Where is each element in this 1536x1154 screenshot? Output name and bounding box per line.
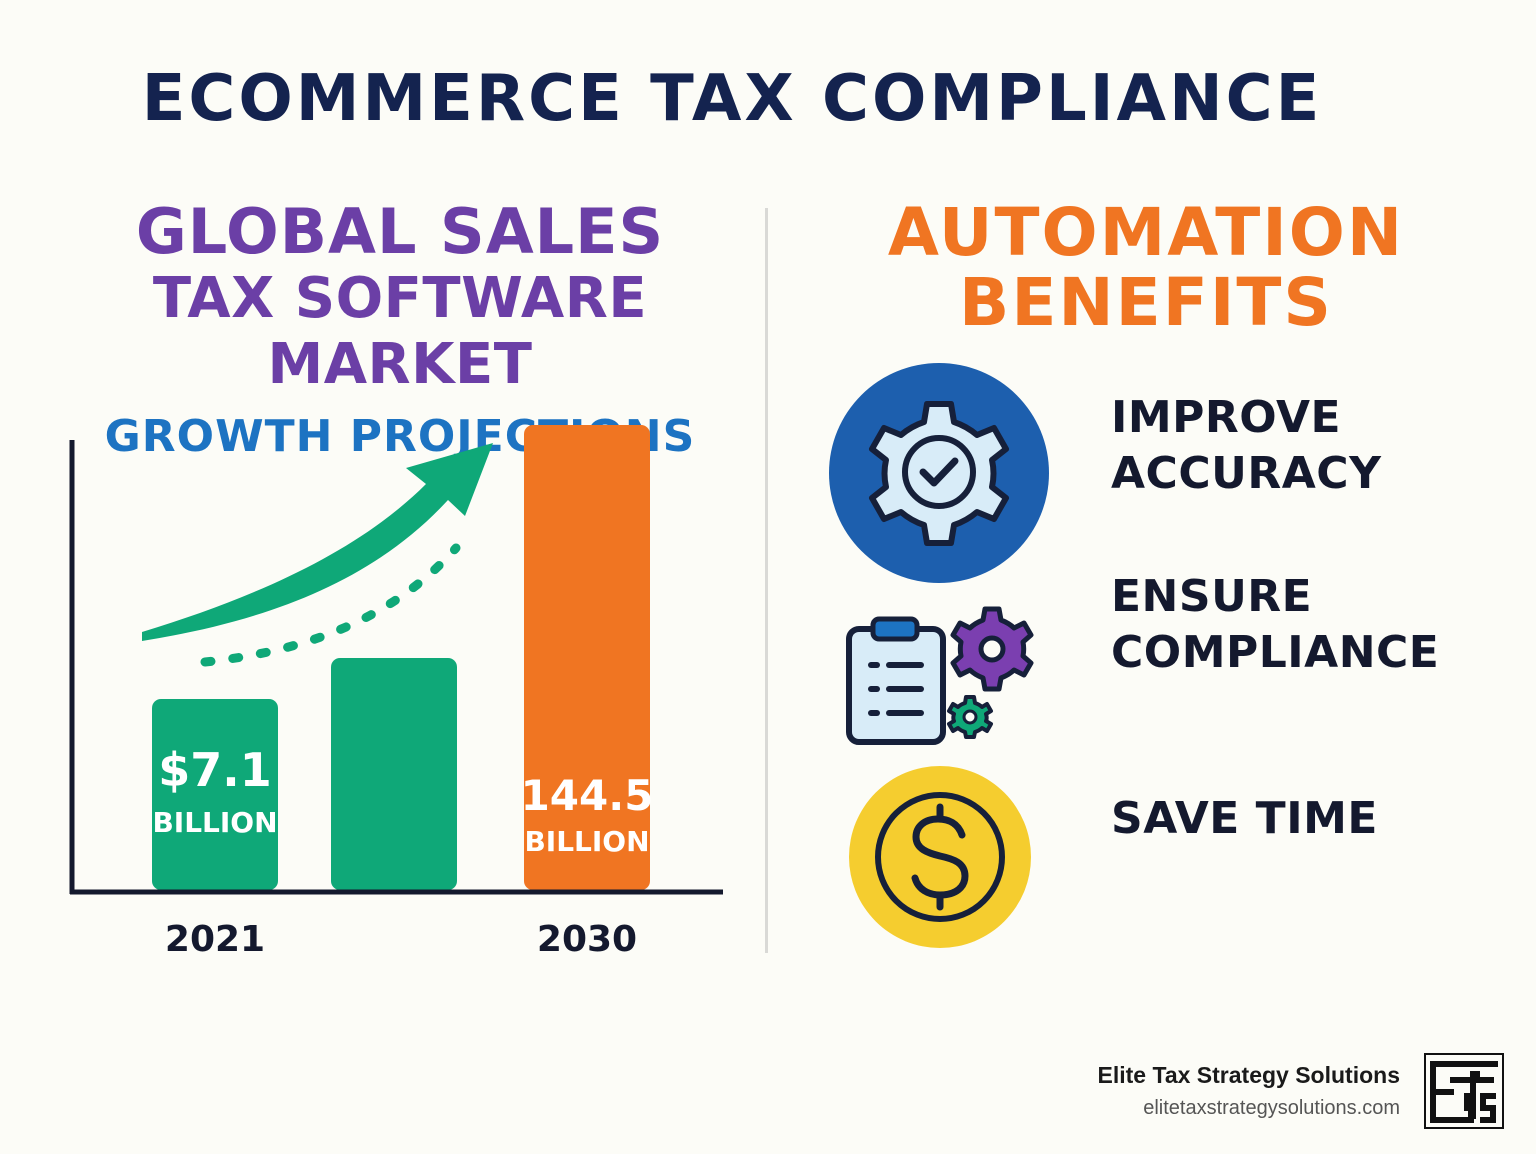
bar-value-label: 144.5 — [521, 771, 654, 820]
benefits-heading-line2: BENEFITS — [959, 264, 1333, 341]
benefit-accuracy: IMPROVE ACCURACY — [1111, 390, 1381, 502]
dollar-coin-icon — [848, 765, 1032, 953]
gear-check-icon — [828, 362, 1050, 588]
labels-layer: $7.1 BILLION 2021 144.5 BILLION 2030 — [152, 743, 653, 960]
benefit-compliance-line2: COMPLIANCE — [1111, 627, 1440, 678]
growth-bar-chart: $7.1 BILLION 2021 144.5 BILLION 2030 — [69, 425, 723, 960]
benefit-accuracy-line1: IMPROVE — [1111, 392, 1342, 443]
benefits-heading-line1: AUTOMATION — [887, 194, 1405, 271]
bar-unit-label: BILLION — [524, 825, 649, 858]
footer-company-name: Elite Tax Strategy Solutions — [1097, 1062, 1400, 1088]
benefit-accuracy-line2: ACCURACY — [1111, 448, 1382, 499]
benefit-save-time: SAVE TIME — [1111, 791, 1378, 847]
trend-arrow-icon — [142, 443, 493, 641]
section-divider — [765, 208, 768, 953]
clipboard-gears-icon — [845, 605, 1040, 754]
bars-layer — [152, 425, 650, 890]
bar-2030 — [524, 425, 650, 890]
bar-2021 — [152, 699, 278, 890]
bar-mid — [331, 658, 457, 890]
footer-url: elitetaxstrategysolutions.com — [1143, 1097, 1400, 1119]
chart-heading-line1: GLOBAL SALES — [135, 195, 665, 268]
chart-heading: GLOBAL SALES TAX SOFTWARE MARKET GROWTH … — [30, 198, 770, 468]
company-logo — [1424, 1053, 1504, 1133]
chart-heading-line2: TAX SOFTWARE MARKET — [152, 266, 648, 397]
x-tick-label: 2030 — [537, 919, 637, 960]
benefit-compliance: ENSURE COMPLIANCE — [1111, 569, 1439, 681]
benefit-save-time-line1: SAVE TIME — [1111, 793, 1378, 844]
benefit-compliance-line1: ENSURE — [1111, 571, 1313, 622]
bar-unit-label: BILLION — [152, 806, 277, 839]
bar-value-label: $7.1 — [158, 743, 272, 797]
page-title: ECOMMERCE TAX COMPLIANCE — [141, 62, 1323, 136]
benefits-heading: AUTOMATION BENEFITS — [836, 198, 1456, 338]
trend-dotted-line — [200, 543, 461, 667]
x-tick-label: 2021 — [165, 919, 265, 960]
